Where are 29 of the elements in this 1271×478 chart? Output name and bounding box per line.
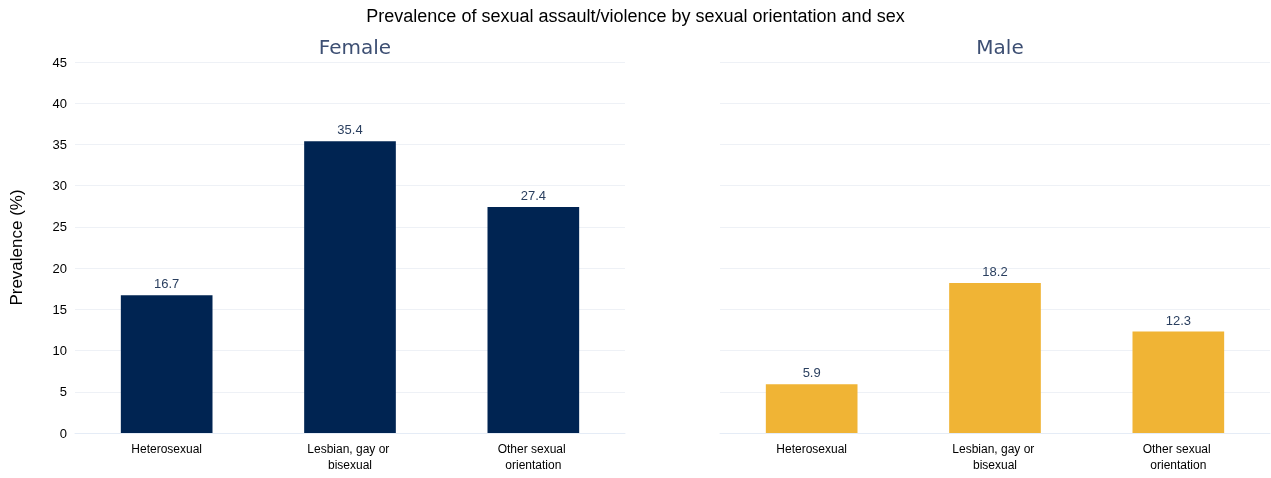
y-tick-label: 25 (52, 219, 67, 235)
data-label: 16.7 (154, 276, 180, 292)
y-tick-label: 5 (59, 384, 67, 400)
data-label: 18.2 (982, 263, 1008, 279)
y-tick-label: 15 (52, 301, 67, 317)
x-tick-label: Other sexual orientation (497, 442, 570, 472)
y-tick-label: 20 (52, 260, 67, 276)
data-label: 35.4 (337, 122, 363, 138)
data-label: 5.9 (802, 365, 821, 381)
y-axis-title: Prevalence (%) (7, 189, 26, 306)
chart-subtitle: Female (318, 35, 392, 59)
data-label: 12.3 (1165, 312, 1191, 328)
y-tick-label: 30 (52, 178, 67, 194)
x-tick-label: Heterosexual (131, 442, 203, 456)
x-tick-label: Other sexual orientation (1142, 442, 1215, 472)
y-tick-label: 40 (52, 95, 67, 111)
data-label: 27.4 (520, 188, 546, 204)
y-tick-label: 0 (59, 425, 67, 441)
y-tick-label: 45 (52, 54, 67, 70)
y-tick-label: 35 (52, 136, 67, 152)
x-tick-label: Lesbian, gay or bisexual (952, 442, 1038, 472)
chart-title: Prevalence of sexual assault/violence by sexual orientation and sex (365, 6, 906, 27)
bar (487, 207, 580, 433)
bar (120, 295, 213, 433)
y-tick-label: 10 (52, 343, 67, 359)
x-tick-label: Lesbian, gay or bisexual (307, 442, 393, 472)
chart-subtitle: Male (976, 35, 1024, 59)
x-tick-label: Heterosexual (776, 442, 848, 456)
bar (304, 141, 396, 433)
